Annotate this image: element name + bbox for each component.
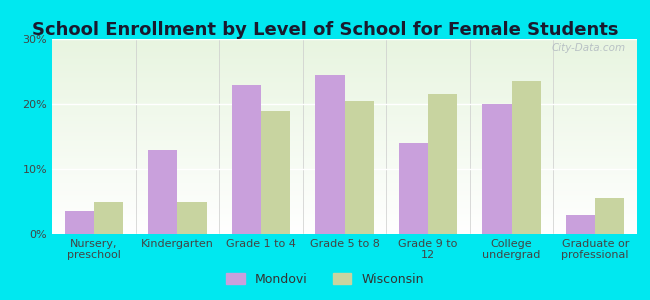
Bar — [595, 198, 625, 234]
Bar — [261, 110, 290, 234]
Bar — [344, 101, 374, 234]
Bar — [177, 202, 207, 234]
Bar — [482, 104, 512, 234]
Text: School Enrollment by Level of School for Female Students: School Enrollment by Level of School for… — [32, 21, 618, 39]
Bar — [428, 94, 458, 234]
Text: City-Data.com: City-Data.com — [551, 43, 625, 53]
Bar — [231, 85, 261, 234]
Bar — [94, 202, 123, 234]
Bar — [148, 149, 177, 234]
Bar — [512, 81, 541, 234]
Bar — [315, 75, 344, 234]
Bar — [64, 211, 94, 234]
Bar — [566, 214, 595, 234]
Bar — [399, 143, 428, 234]
Legend: Mondovi, Wisconsin: Mondovi, Wisconsin — [221, 268, 429, 291]
